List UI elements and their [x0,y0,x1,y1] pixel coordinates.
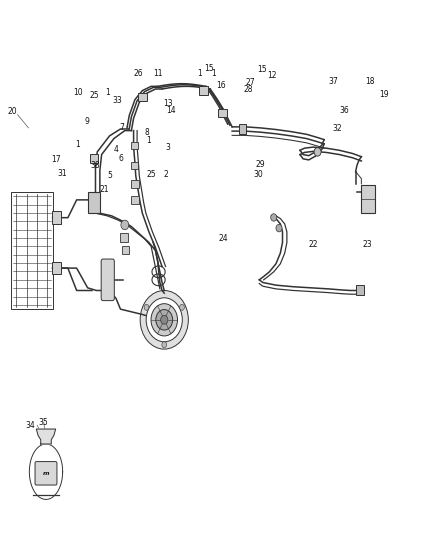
Text: 8: 8 [145,128,149,136]
Circle shape [162,342,166,348]
Bar [52,262,61,274]
Bar [356,285,364,295]
Bar [131,162,138,169]
Text: 12: 12 [267,71,276,80]
Text: 3: 3 [166,143,171,151]
Text: 33: 33 [113,96,122,104]
FancyBboxPatch shape [101,259,114,301]
Text: 11: 11 [153,69,162,78]
Text: 28: 28 [244,85,253,94]
Text: 27: 27 [246,78,255,86]
Text: 15: 15 [257,65,267,74]
Text: 1: 1 [147,136,151,145]
Circle shape [121,220,129,230]
Bar [122,246,129,254]
Bar [131,196,139,204]
Bar [52,211,61,224]
Text: 13: 13 [163,99,173,108]
Text: 15: 15 [205,64,214,72]
Bar [11,192,53,309]
Text: 10: 10 [73,88,83,97]
Text: 9: 9 [84,117,89,126]
FancyBboxPatch shape [35,462,57,485]
Text: 6: 6 [118,155,124,163]
Text: 29: 29 [256,160,265,168]
Text: 19: 19 [379,91,389,99]
Text: 20: 20 [7,108,17,116]
Text: 35: 35 [38,418,48,426]
Text: 37: 37 [329,77,339,85]
Bar [90,154,98,163]
Text: 22: 22 [309,240,318,248]
Bar [239,124,246,134]
Text: 21: 21 [99,185,109,193]
Bar [361,185,375,213]
Text: 23: 23 [362,240,372,248]
Bar [120,233,128,242]
Text: 1: 1 [75,141,80,149]
Circle shape [271,214,277,221]
Text: 38: 38 [91,161,100,169]
Text: 1: 1 [105,88,110,97]
Bar [131,142,138,149]
Text: 26: 26 [133,69,143,78]
Text: 32: 32 [332,125,342,133]
Text: 7: 7 [119,124,124,132]
Text: 1: 1 [197,69,201,78]
Circle shape [156,310,173,330]
Bar [88,192,100,213]
Text: 25: 25 [89,92,99,100]
Text: 1: 1 [211,69,215,78]
Circle shape [161,316,168,324]
Text: 34: 34 [26,421,35,430]
Bar [131,180,139,188]
Circle shape [140,290,188,349]
Bar [218,109,227,117]
Text: 30: 30 [254,171,263,179]
Polygon shape [36,429,56,444]
Text: 31: 31 [57,169,67,178]
Text: m: m [43,471,49,476]
Circle shape [276,224,282,232]
Circle shape [314,148,321,156]
Text: 25: 25 [146,171,156,179]
Text: 17: 17 [51,156,61,164]
Text: 2: 2 [163,171,168,179]
Text: 5: 5 [107,172,112,180]
Text: 16: 16 [216,81,226,90]
Text: 14: 14 [166,107,176,115]
Circle shape [151,304,177,336]
Circle shape [180,304,184,310]
Text: 4: 4 [114,145,119,154]
Bar [138,93,147,101]
Text: 24: 24 [219,235,228,243]
Text: 36: 36 [339,107,349,115]
Circle shape [144,304,149,310]
Circle shape [146,298,182,342]
Bar [199,86,208,95]
Text: 18: 18 [365,77,375,85]
